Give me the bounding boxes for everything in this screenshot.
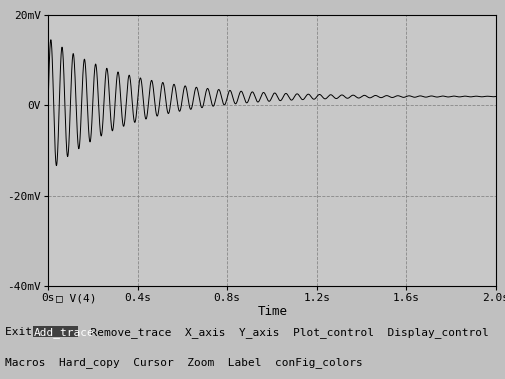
Text: Exit: Exit	[5, 327, 45, 337]
Text: □ V(4): □ V(4)	[56, 294, 96, 304]
Text: Remove_trace  X_axis  Y_axis  Plot_control  Display_control: Remove_trace X_axis Y_axis Plot_control …	[77, 327, 488, 338]
Text: Add_trace: Add_trace	[34, 327, 94, 338]
Text: Time: Time	[258, 305, 288, 318]
Text: Macros  Hard_copy  Cursor  Zoom  Label  conFig_colors: Macros Hard_copy Cursor Zoom Label conFi…	[5, 357, 362, 368]
